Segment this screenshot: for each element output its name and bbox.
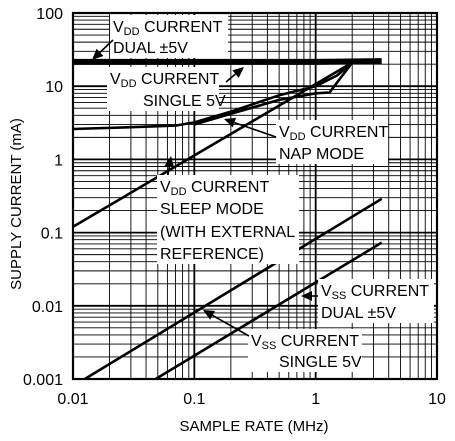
x-tick-label: 0.1 [183,391,205,408]
label-vdd-single: VDD CURRENT SINGLE 5V [110,71,226,110]
svg-text:SLEEP MODE: SLEEP MODE [160,201,264,218]
arrow-head [203,310,216,320]
bg-vdd-nap [276,120,388,164]
label-vdd-nap: VDD CURRENT NAP MODE [279,124,388,163]
y-tick-label: 10 [45,79,63,96]
arrow-head [232,67,244,78]
label-vdd-sleep: VDD CURRENT SLEEP MODE (WITH EXTERNAL RE… [160,179,295,263]
label-vss-single: VSS CURRENT SINGLE 5V [251,333,362,371]
x-tick-label: 10 [428,391,446,408]
arrow-shaft [234,121,277,138]
svg-text:VSS CURRENT: VSS CURRENT [321,283,429,302]
x-tick-label: 0.01 [57,391,88,408]
svg-text:VDD CURRENT: VDD CURRENT [110,71,219,90]
x-axis-title: SAMPLE RATE (MHz) [180,418,329,435]
arrow-shaft [99,39,114,53]
arrow-vdd-single [225,67,244,83]
arrow-shaft [167,166,171,176]
arrow-vdd-nap [224,117,277,138]
y-tick-labels: 0.001 0.01 0.1 1 10 100 [23,6,63,389]
y-tick-label: 0.01 [32,299,63,316]
svg-text:DUAL ±5V: DUAL ±5V [113,40,188,57]
arrow-head [92,48,104,60]
series-line-vdd-single [72,61,354,131]
svg-text:SINGLE 5V: SINGLE 5V [143,93,226,110]
svg-text:VSS CURRENT: VSS CURRENT [251,333,359,352]
plot-frame [71,11,439,381]
x-tick-label: 1 [311,391,320,408]
bg-vdd-sleep [157,175,299,264]
bg-vss-dual [318,279,434,323]
label-vdd-dual: VDD CURRENT DUAL ±5V [113,19,222,57]
series-layer [72,58,383,381]
svg-text:VDD CURRENT: VDD CURRENT [113,19,222,38]
leader-arrows [92,39,318,337]
x-tick-labels: 0.01 0.1 1 10 [57,391,446,408]
arrow-head [224,117,237,128]
svg-text:NAP MODE: NAP MODE [279,146,364,163]
arrow-vss-dual [301,291,318,301]
bg-vdd-single [107,67,219,111]
y-tick-label: 0.1 [41,226,63,243]
label-backgrounds [107,15,434,372]
series-line-vdd-dual [73,58,382,65]
label-vss-dual: VSS CURRENT DUAL ±5V [321,283,429,322]
bg-vss-single [248,329,362,372]
series-line-vdd-sleep [72,61,353,228]
arrow-head [301,291,312,301]
svg-text:(WITH EXTERNAL: (WITH EXTERNAL [160,224,295,241]
svg-text:DUAL ±5V: DUAL ±5V [321,305,396,322]
y-tick-label: 0.001 [23,372,63,389]
arrow-vdd-sleep [164,156,175,176]
series-line-vdd-nap [193,61,354,126]
y-tick-label: 1 [54,152,63,169]
svg-text:SINGLE 5V: SINGLE 5V [279,354,362,371]
arrow-vss-single [203,310,250,337]
svg-text:VDD CURRENT: VDD CURRENT [160,179,269,198]
y-tick-label: 100 [36,6,63,23]
arrow-shaft [212,314,250,337]
arrow-head [164,156,175,168]
arrow-shaft [225,73,237,83]
svg-text:VDD CURRENT: VDD CURRENT [279,124,388,143]
series-line-vss-dual [84,197,383,381]
series-line-vss-single [155,241,383,381]
arrow-vdd-dual [92,39,114,60]
bg-vdd-dual [110,15,228,58]
y-axis-title: SUPPLY CURRENT (mA) [8,118,25,290]
svg-text:REFERENCE): REFERENCE) [160,246,264,263]
